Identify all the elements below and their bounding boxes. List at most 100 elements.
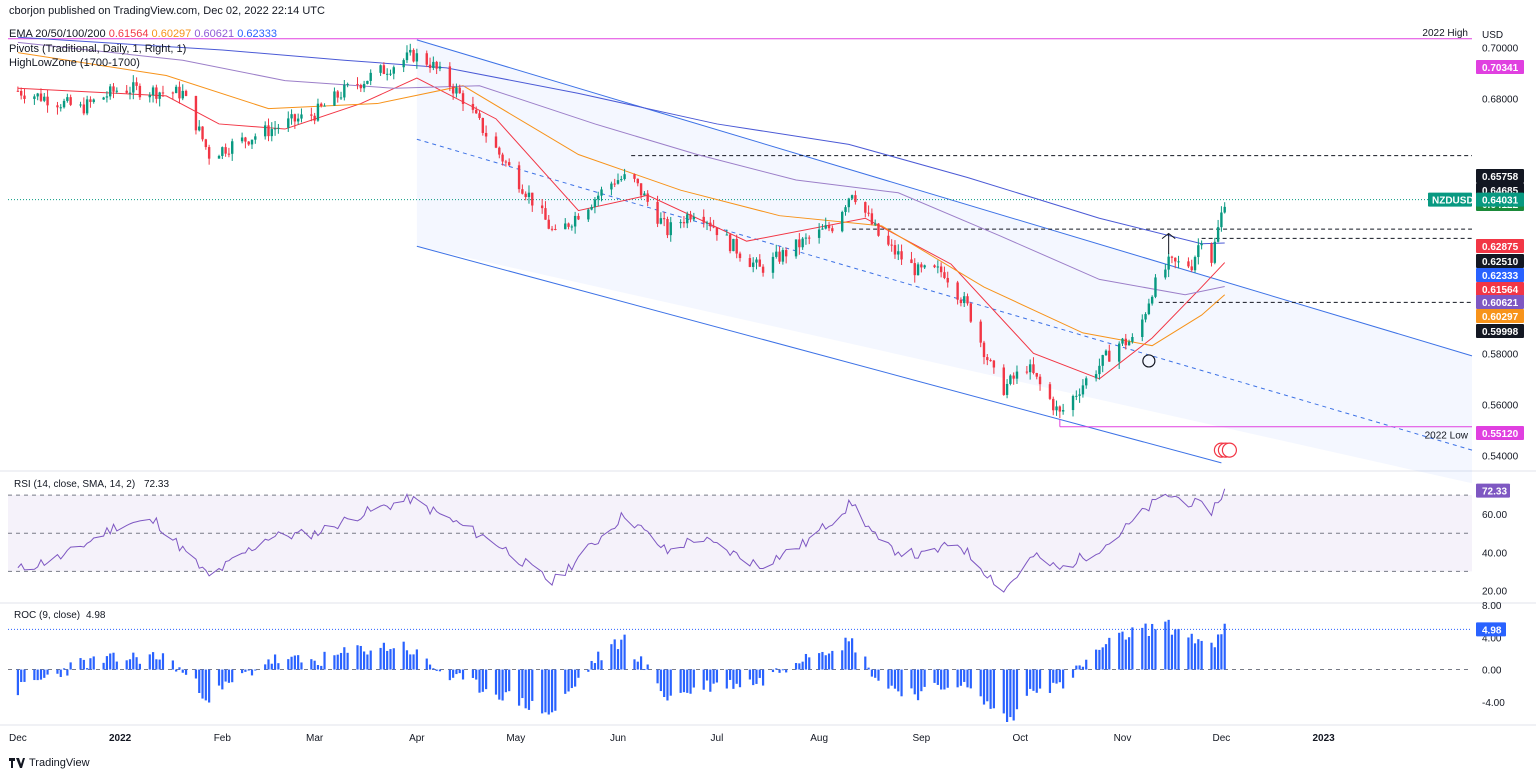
candle-body	[946, 277, 949, 283]
candle-body	[1131, 337, 1134, 342]
roc-bar	[1085, 659, 1088, 670]
candle-body	[656, 201, 659, 224]
roc-bar	[854, 652, 857, 670]
candle-body	[702, 216, 705, 223]
roc-bar	[639, 656, 643, 670]
candle-body	[986, 357, 989, 361]
price-tag-label: 0.64685	[1482, 186, 1519, 197]
roc-bar	[1062, 669, 1065, 689]
circle-annotation	[1142, 354, 1156, 368]
candle-body	[540, 205, 544, 209]
ema50-value: 0.60297	[151, 28, 192, 40]
roc-bar	[36, 669, 39, 681]
candle-body	[339, 97, 343, 99]
roc-bar	[887, 669, 890, 689]
roc-tick-label: 0.00	[1482, 666, 1502, 677]
candle-body	[356, 83, 359, 85]
roc-bar	[748, 669, 751, 680]
price-tick-label: 0.70000	[1482, 43, 1519, 54]
ema-legend: EMA 20/50/100/200 0.61564 0.60297 0.6062…	[9, 28, 277, 40]
roc-bar	[1055, 669, 1058, 684]
roc-bar	[201, 669, 204, 699]
candle-body	[573, 215, 577, 227]
roc-tag-label: 4.98	[1482, 625, 1502, 636]
roc-bar	[221, 669, 224, 690]
candle-body	[982, 342, 986, 358]
candle-body	[517, 165, 521, 190]
roc-bar	[1101, 647, 1104, 670]
price-tag-label: 0.70341	[1482, 63, 1519, 74]
candle-body	[847, 198, 851, 208]
candle-body	[1081, 385, 1085, 395]
candle-body	[1167, 256, 1170, 270]
candle-body	[148, 95, 151, 98]
roc-bar	[481, 669, 484, 692]
candle-body	[1048, 384, 1052, 399]
roc-bar	[1002, 669, 1005, 714]
candle-body	[39, 93, 43, 101]
roc-bar	[590, 660, 593, 670]
time-tick-label: Jun	[610, 733, 626, 744]
candle-body	[897, 251, 900, 255]
roc-bar	[1131, 627, 1134, 670]
roc-bar	[761, 669, 765, 686]
roc-bar	[633, 659, 636, 670]
roc-bar	[171, 660, 174, 670]
roc-bar	[808, 657, 811, 670]
candle-body	[1220, 212, 1223, 228]
candle-body	[320, 103, 323, 106]
candle-body	[679, 222, 682, 224]
roc-bar	[827, 653, 831, 670]
candle-body	[1101, 355, 1104, 366]
price-tag-label: 0.60621	[1482, 298, 1519, 309]
roc-bar	[386, 650, 389, 670]
candle-body	[1002, 367, 1005, 395]
candle-body	[567, 223, 570, 227]
candle-body	[1052, 398, 1055, 411]
roc-bar	[851, 638, 854, 670]
roc-bar	[1118, 632, 1121, 670]
highlow-legend: HighLowZone (1700-1700)	[9, 57, 140, 69]
candle-body	[550, 228, 554, 230]
candle-body	[643, 193, 646, 196]
tradingview-logo[interactable]: TradingView	[9, 757, 90, 769]
candle-body	[263, 125, 267, 137]
candle-body	[587, 209, 590, 220]
pivots-legend: Pivots (Traditional, Daily, 1, Right, 1)	[9, 43, 187, 55]
candle-body	[682, 222, 686, 224]
price-tag-bg	[1476, 254, 1524, 268]
candle-body	[817, 229, 821, 238]
candle-body	[527, 192, 531, 198]
candle-body	[125, 90, 128, 93]
roc-bar	[1058, 669, 1061, 683]
roc-bar	[1095, 649, 1098, 670]
rsi-title-value: 72.33	[144, 479, 169, 490]
roc-bar	[109, 653, 112, 670]
candle-body	[362, 83, 366, 89]
candle-body	[1197, 245, 1200, 258]
candle-body	[873, 223, 877, 225]
candle-body	[1190, 266, 1193, 271]
candle-body	[379, 65, 382, 73]
ema200-value: 0.62333	[237, 28, 277, 40]
roc-bar	[428, 664, 432, 670]
roc-bar	[1032, 669, 1035, 691]
candle-body	[692, 216, 696, 220]
candle-body	[507, 162, 511, 166]
roc-bar	[686, 669, 689, 693]
ema20-value: 0.61564	[108, 28, 149, 40]
roc-bar	[959, 669, 963, 686]
roc-bar	[841, 650, 844, 670]
candle-body	[577, 215, 580, 220]
roc-bar	[900, 669, 903, 697]
roc-bar	[1071, 669, 1075, 678]
roc-bar	[438, 669, 442, 672]
candle-body	[138, 85, 142, 98]
candle-body	[824, 225, 827, 229]
roc-bar	[1015, 669, 1019, 710]
candle-body	[610, 183, 613, 190]
channel-upper-line	[416, 39, 1473, 357]
rsi-tag-label: 72.33	[1482, 487, 1507, 498]
candle-body	[59, 107, 62, 109]
